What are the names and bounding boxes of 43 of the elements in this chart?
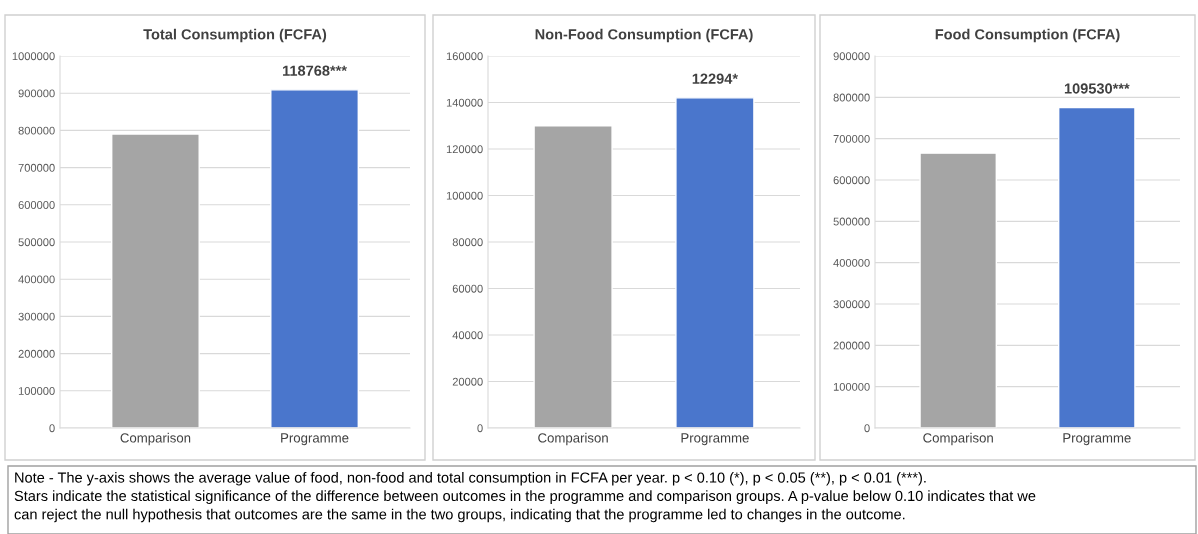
y-tick-label: 900000 bbox=[833, 52, 870, 61]
y-tick-label: 80000 bbox=[452, 238, 483, 247]
y-tick-label: 800000 bbox=[833, 93, 870, 102]
y-tick-label: 500000 bbox=[833, 217, 870, 226]
annotation: 118768*** bbox=[283, 65, 347, 76]
y-tick-label: 500000 bbox=[18, 238, 55, 247]
y-tick-label: 400000 bbox=[18, 275, 55, 284]
y-tick-label: 40000 bbox=[452, 331, 483, 340]
chart-title: Non-Food Consumption (FCFA) bbox=[535, 28, 753, 43]
y-tick-label: 700000 bbox=[833, 134, 870, 143]
x-tick-label: Programme bbox=[1063, 433, 1131, 446]
x-tick-label: Programme bbox=[681, 433, 749, 446]
y-tick-label: 300000 bbox=[18, 312, 55, 321]
y-tick-label: 1000000 bbox=[12, 52, 55, 61]
text: Note - The y-axis shows the average value of food, non-food and total consumption in FCFA per year. p < 0.10 (*), p < 0.05 (**), p < 0.01 (***). Stars indicate the statistical significance of the difference between outcomes in the programme and comparison groups. A p-value below 0.10 indicates that we can reject the null hypothesis that outcomes are the same in the two groups, indicating that the programme led to changes in the outcome. bbox=[14, 472, 1036, 523]
chart-title: Food Consumption (FCFA) bbox=[935, 28, 1120, 43]
y-tick-label: 100000 bbox=[18, 387, 55, 395]
x-tick-label: Comparison bbox=[923, 432, 993, 446]
y-tick-label: 300000 bbox=[833, 300, 870, 309]
y-tick-label: 20000 bbox=[452, 377, 483, 386]
y-tick-label: 400000 bbox=[833, 258, 870, 267]
x-tick-label: Comparison bbox=[120, 432, 191, 446]
chart-title: Total Consumption (FCFA) bbox=[143, 28, 327, 43]
y-tick-label: 200000 bbox=[833, 341, 870, 350]
y-tick-label: 100000 bbox=[833, 382, 870, 391]
y-tick-label: 160000 bbox=[446, 52, 483, 61]
annotation: 109530*** bbox=[1064, 83, 1130, 94]
annotation: 12294* bbox=[692, 73, 739, 84]
y-tick-label: 900000 bbox=[18, 89, 55, 98]
x-tick-label: Programme bbox=[281, 433, 349, 446]
y-tick-label: 700000 bbox=[18, 163, 55, 172]
y-tick-label: 140000 bbox=[446, 98, 483, 107]
y-tick-label: 200000 bbox=[18, 349, 55, 358]
y-tick-label: 0 bbox=[864, 424, 870, 433]
y-tick-label: 120000 bbox=[446, 145, 483, 154]
y-tick-label: 60000 bbox=[452, 284, 483, 293]
x-tick-label: Comparison bbox=[538, 432, 608, 446]
y-tick-label: 600000 bbox=[18, 201, 55, 209]
y-tick-label: 100000 bbox=[446, 191, 483, 200]
y-tick-label: 0 bbox=[49, 424, 55, 433]
y-tick-label: 0 bbox=[477, 424, 483, 433]
y-tick-label: 600000 bbox=[833, 176, 870, 185]
y-tick-label: 800000 bbox=[18, 126, 55, 135]
